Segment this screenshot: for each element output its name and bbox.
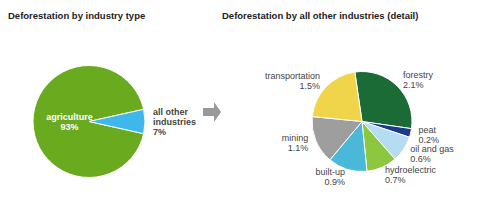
svg-text:mining1.1%: mining1.1% — [282, 133, 309, 153]
svg-text:transportation1.5%: transportation1.5% — [265, 71, 320, 91]
svg-text:all otherindustries7%: all otherindustries7% — [153, 107, 196, 137]
svg-text:agriculture93%: agriculture93% — [46, 112, 93, 132]
svg-text:oil and gas0.6%: oil and gas0.6% — [410, 144, 454, 164]
svg-text:forestry2.1%: forestry2.1% — [403, 70, 434, 90]
html-text:Deforestation by industry type: Deforestation by industry type — [8, 10, 146, 21]
svg-text:built-up0.9%: built-up0.9% — [315, 167, 345, 187]
svg-text:peat0.2%: peat0.2% — [418, 125, 439, 145]
html-text:Deforestation by all other ind: Deforestation by all other industries (d… — [222, 10, 419, 21]
svg-text:hydroelectric0.7%: hydroelectric0.7% — [385, 165, 437, 185]
